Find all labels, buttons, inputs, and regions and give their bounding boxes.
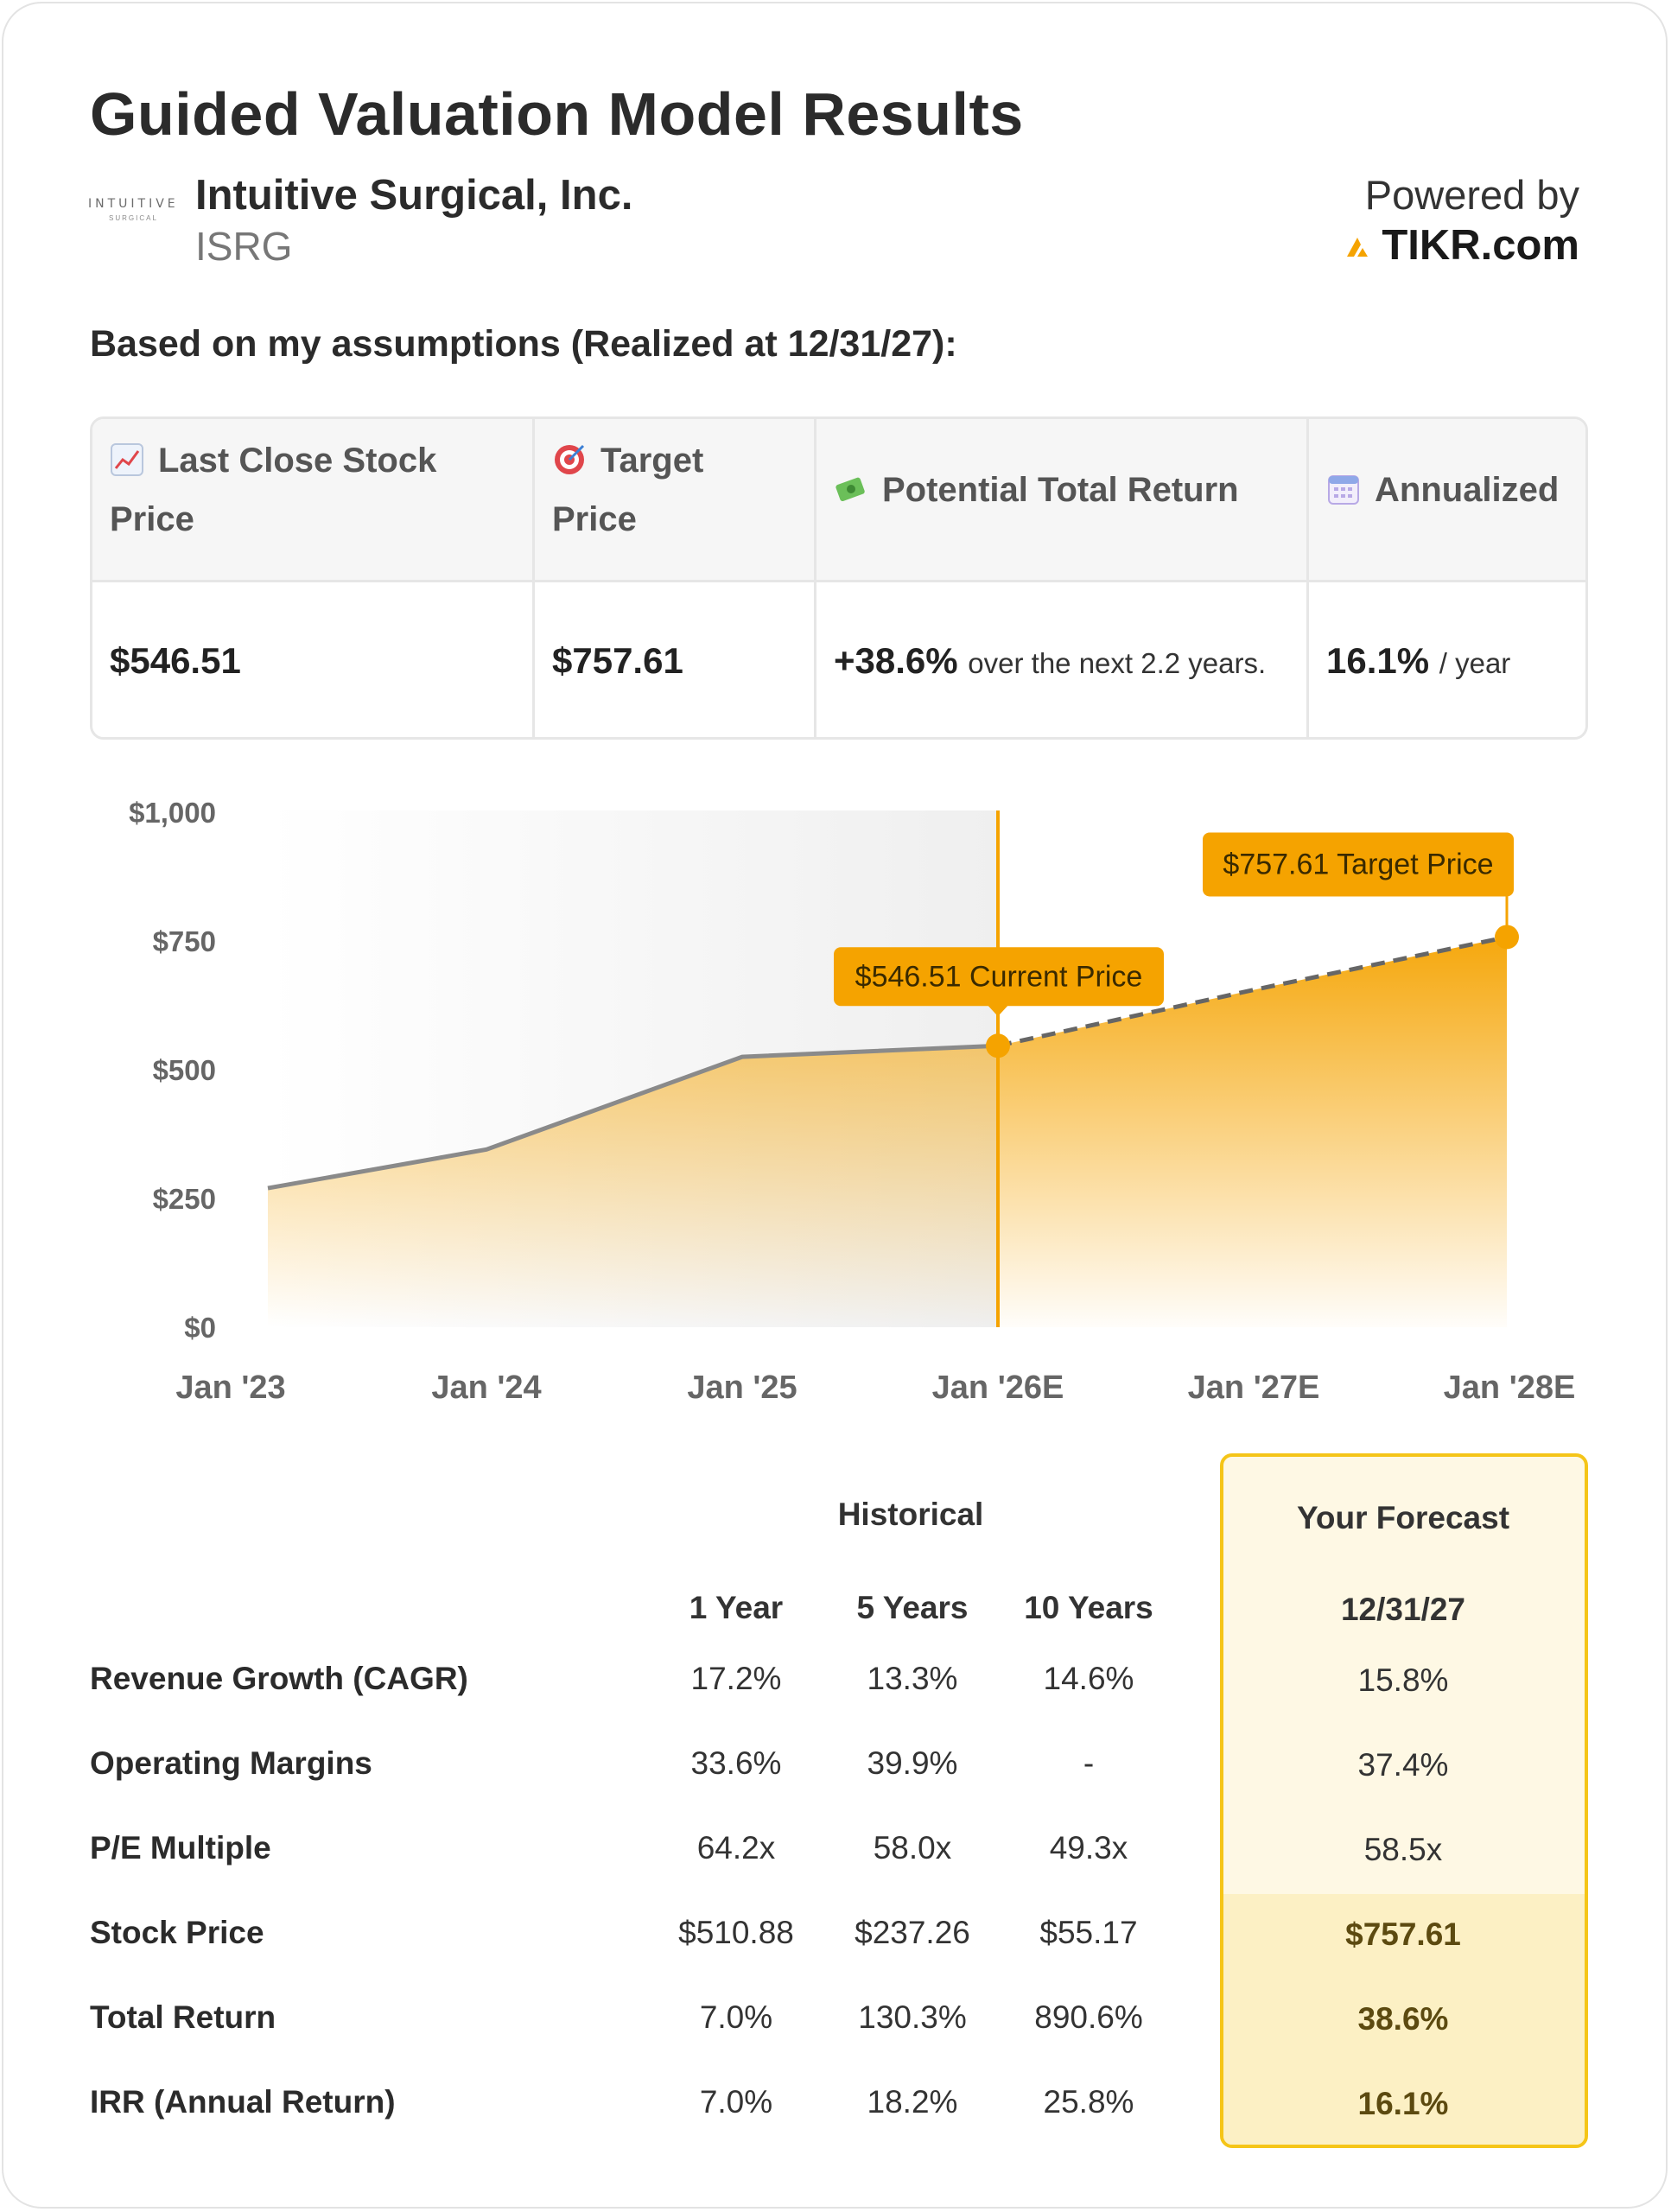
metric-cell: 18.2%: [867, 2084, 958, 2120]
metric-row-label: IRR (Annual Return): [90, 2084, 396, 2120]
y-tick-label: $0: [184, 1312, 216, 1344]
summary-col-divider: [92, 419, 535, 737]
metric-cell: 7.0%: [699, 1999, 773, 2035]
x-tick-label: Jan '26E: [932, 1370, 1064, 1406]
summary-header-text: Price: [110, 500, 194, 538]
tikr-brand-link[interactable]: TIKR.com: [1345, 221, 1579, 270]
summary-col-divider: [816, 419, 1309, 737]
logo-text: INTUITIVE: [88, 197, 179, 211]
forecast-cell: $757.61: [1345, 1916, 1461, 1952]
summary-header-text: Price: [552, 500, 637, 538]
summary-header-text: Annualized: [1375, 471, 1560, 509]
page-title: Guided Valuation Model Results: [90, 80, 1024, 148]
forecast-cell: 37.4%: [1357, 1747, 1449, 1783]
summary-header-total-return: Potential Total Return: [834, 461, 1318, 519]
summary-header-annualized: Annualized: [1326, 461, 1585, 519]
metric-cell: 39.9%: [867, 1745, 958, 1781]
metric-row-label: Stock Price: [90, 1915, 264, 1950]
summary-header-target: Target Price: [552, 431, 811, 549]
metric-row-label: Revenue Growth (CAGR): [90, 1661, 468, 1696]
money-icon: [836, 477, 865, 502]
total-return-pct: +38.6%: [834, 640, 958, 681]
last-close-value: $546.51: [110, 640, 241, 681]
current-price-callout: [834, 947, 1164, 1007]
metric-cell: 64.2x: [696, 1830, 776, 1866]
x-tick-label: Jan '23: [175, 1370, 285, 1406]
summary-header-last-close: Last Close Stock Price: [110, 431, 524, 549]
company-ticker: ISRG: [195, 224, 293, 269]
forecast-area: [998, 937, 1507, 1327]
x-tick-label: Jan '28E: [1444, 1370, 1576, 1406]
metric-row-label: Total Return: [90, 1999, 276, 2035]
x-tick-label: Jan '24: [431, 1370, 541, 1406]
forecast-cell: 58.5x: [1363, 1832, 1443, 1867]
metric-cell: $55.17: [1039, 1915, 1138, 1950]
annualized-pct: 16.1%: [1326, 640, 1430, 681]
price-chart: $1,000 $750 $500 $250 $0 Jan '23 Jan '24 Jan '2…: [129, 797, 1576, 1406]
y-tick-label: $1,000: [129, 797, 216, 829]
summary-header-text: Last Close Stock: [158, 442, 437, 480]
metric-row-label: Operating Margins: [90, 1745, 372, 1781]
metric-cell: -: [1083, 1745, 1095, 1781]
forecast-header: Your Forecast: [1296, 1500, 1510, 1535]
x-tick-label: Jan '27E: [1188, 1370, 1320, 1406]
target-price-point: [1495, 925, 1519, 950]
metric-cell: $510.88: [678, 1915, 794, 1950]
forecast-cell: 38.6%: [1357, 2001, 1449, 2037]
forecast-panel: [1220, 1453, 1588, 2148]
tikr-logo-icon: [1347, 238, 1369, 257]
assumptions-heading: Based on my assumptions (Realized at 12/…: [90, 323, 957, 365]
metric-cell: 49.3x: [1049, 1830, 1128, 1866]
historical-header: Historical: [837, 1497, 984, 1532]
annualized-value: 16.1% / year: [1326, 640, 1510, 682]
summary-table: Last Close Stock Price Target Price Pote…: [90, 416, 1588, 740]
x-tick-label: Jan '25: [687, 1370, 797, 1406]
current-price-point: [986, 1033, 1010, 1058]
summary-header-text: Target: [600, 442, 704, 480]
target-price-label: $757.61 Target Price: [1223, 848, 1493, 880]
forecast-cell: 16.1%: [1357, 2086, 1449, 2121]
y-tick-label: $750: [153, 925, 216, 957]
metric-cell: $237.26: [855, 1915, 970, 1950]
summary-col-divider: [535, 419, 816, 737]
metric-cell: 25.8%: [1043, 2084, 1134, 2120]
current-price-label: $546.51 Current Price: [855, 960, 1143, 993]
forecast-highlight-band: [1223, 1894, 1585, 2145]
metric-cell: 17.2%: [690, 1661, 782, 1696]
powered-by-label: Powered by: [1364, 172, 1579, 218]
metric-cell: 33.6%: [690, 1745, 782, 1781]
historical-area: [268, 1046, 998, 1327]
col-header-10y: 10 Years: [1024, 1590, 1153, 1625]
tikr-brand-text: TIKR.com: [1382, 222, 1579, 269]
metric-cell: 7.0%: [699, 2084, 773, 2120]
y-tick-label: $500: [153, 1054, 216, 1086]
metric-cell: 13.3%: [867, 1661, 958, 1696]
y-tick-label: $250: [153, 1183, 216, 1215]
logo-subtext: SURGICAL: [109, 214, 158, 222]
metric-cell: 58.0x: [873, 1830, 952, 1866]
chart-up-icon: [111, 443, 143, 476]
target-icon: [555, 444, 585, 474]
current-price-callout-pointer: [988, 1005, 1008, 1017]
metric-cell: 14.6%: [1043, 1661, 1134, 1696]
forecast-cell: 15.8%: [1357, 1662, 1449, 1698]
company-logo: INTUITIVE SURGICAL: [88, 197, 178, 235]
col-header-5y: 5 Years: [856, 1590, 969, 1625]
col-header-forecast-date: 12/31/27: [1340, 1592, 1466, 1627]
total-return-note: over the next 2.2 years.: [968, 647, 1267, 679]
target-price-value: $757.61: [552, 640, 683, 681]
total-return-value: +38.6% over the next 2.2 years.: [834, 640, 1266, 682]
col-header-1y: 1 Year: [689, 1590, 784, 1625]
metric-cell: 130.3%: [858, 1999, 967, 2035]
metric-row-label: P/E Multiple: [90, 1830, 271, 1866]
target-price-callout: [1203, 832, 1514, 897]
company-name: Intuitive Surgical, Inc.: [195, 172, 633, 219]
forecast-line: [997, 935, 1508, 1048]
summary-header-text: Potential Total Return: [882, 471, 1239, 509]
metric-cell: 890.6%: [1034, 1999, 1143, 2035]
annualized-note: / year: [1439, 647, 1511, 679]
historical-line: [267, 1043, 999, 1191]
calendar-icon: [1328, 475, 1359, 505]
